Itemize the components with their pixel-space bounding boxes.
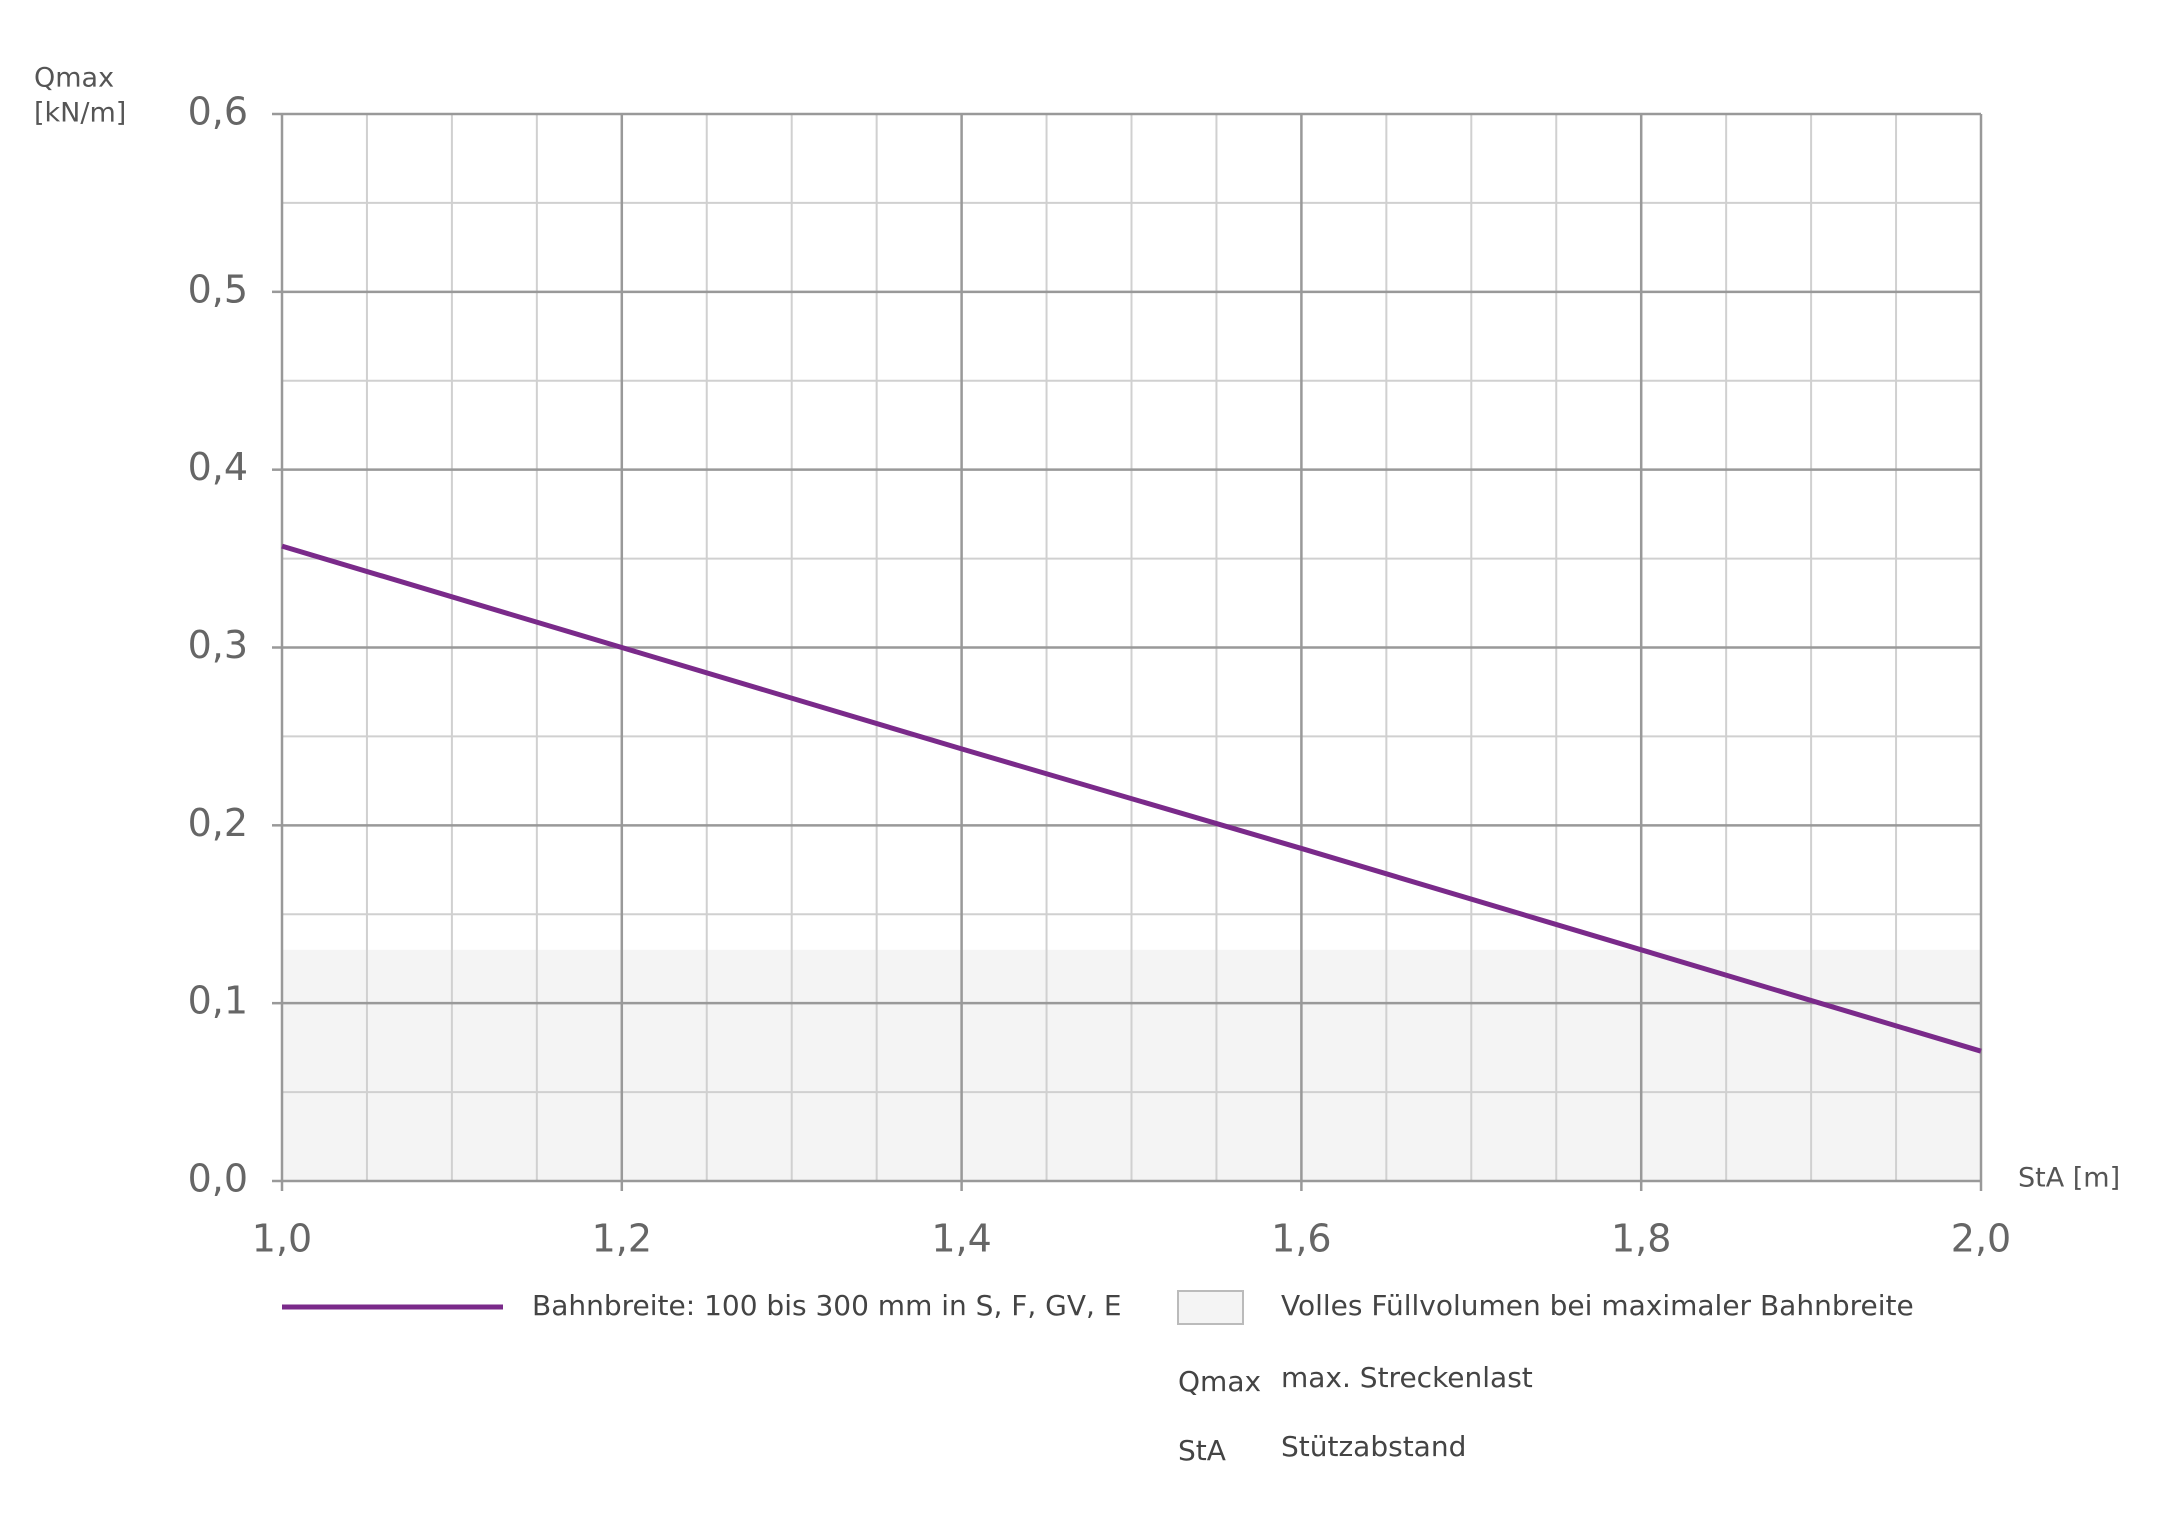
y-axis-title: Qmax	[34, 63, 114, 94]
glossary-text: Stützabstand	[1281, 1430, 1466, 1463]
x-tick-label: 1,4	[931, 1217, 991, 1261]
data-line	[281, 543, 1982, 1054]
legend-label: Volles Füllvolumen bei maximaler Bahnbre…	[1281, 1289, 1914, 1322]
y-tick-label: 0,0	[188, 1157, 248, 1201]
y-tick-label: 0,5	[188, 267, 248, 311]
y-tick-label: 0,4	[188, 445, 248, 489]
y-tick-label: 0,6	[188, 90, 248, 134]
legend-swatch	[1177, 1290, 1244, 1325]
x-tick-label: 1,0	[252, 1217, 312, 1261]
x-tick-label: 1,8	[1611, 1217, 1671, 1261]
legend-label: Bahnbreite: 100 bis 300 mm in S, F, GV, …	[532, 1289, 1122, 1322]
y-axis-title: [kN/m]	[34, 98, 126, 129]
y-tick-label: 0,3	[188, 623, 248, 667]
x-tick-label: 1,2	[592, 1217, 652, 1261]
glossary-text: max. Streckenlast	[1281, 1361, 1533, 1394]
y-tick-label: 0,1	[188, 979, 248, 1023]
y-tick-label: 0,2	[188, 801, 248, 845]
glossary-term: StA	[1178, 1434, 1226, 1467]
glossary-term: Qmax	[1178, 1365, 1261, 1398]
x-tick-label: 1,6	[1271, 1217, 1331, 1261]
x-axis-title: StA [m]	[2018, 1163, 2120, 1194]
x-tick-label: 2,0	[1951, 1217, 2011, 1261]
